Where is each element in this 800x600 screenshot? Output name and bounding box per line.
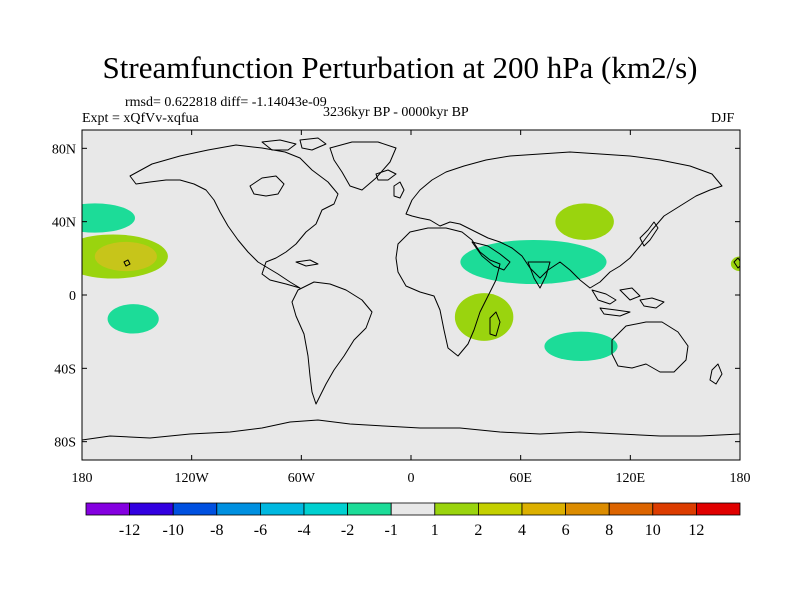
lon-tick-label: 60W: [288, 471, 316, 486]
anomaly-south-pacific-negative: [107, 304, 159, 334]
colorbar-label: 1: [431, 522, 439, 539]
colorbar-box: [652, 502, 697, 516]
lat-tick-label: 80S: [54, 436, 76, 451]
colorbar-box: [434, 502, 479, 516]
season-label: DJF: [711, 111, 735, 126]
lat-tick-label: 80N: [52, 142, 76, 157]
colorbar-box: [608, 502, 654, 516]
colorbar-box: [347, 502, 392, 516]
lat-tick-label: 40S: [54, 362, 76, 377]
colorbar: -12 -10 -8 -6 -4 -2 -1 1 2 4 6 8 10 12: [85, 502, 741, 539]
lon-tick-label: 60E: [509, 471, 532, 486]
anomaly-central-asia-positive: [555, 203, 614, 241]
colorbar-label: 8: [605, 522, 613, 539]
stats-text: rmsd= 0.622818 diff= -1.14043e-09: [125, 95, 327, 110]
colorbar-label: 4: [518, 522, 526, 539]
colorbar-label: -12: [119, 522, 140, 539]
colorbar-label: -8: [210, 522, 223, 539]
colorbar-box: [129, 502, 174, 516]
colorbar-box: [477, 502, 523, 516]
colorbar-label: 10: [645, 522, 661, 539]
colorbar-box: [216, 502, 261, 516]
colorbar-box: [172, 502, 218, 516]
period-label: 3236kyr BP - 0000kyr BP: [323, 105, 469, 120]
colorbar-label: 6: [562, 522, 570, 539]
colorbar-label: -10: [163, 522, 184, 539]
colorbar-label: -6: [254, 522, 267, 539]
experiment-label: Expt = xQfVv-xqfua: [82, 111, 199, 126]
colorbar-label: -4: [297, 522, 310, 539]
lat-tick-label: 0: [69, 289, 76, 304]
colorbar-box: [521, 502, 566, 516]
colorbar-box: [85, 502, 130, 516]
lon-tick-label: 180: [730, 471, 751, 486]
colorbar-box: [390, 502, 436, 516]
colorbar-box: [565, 502, 610, 516]
map-title: Streamfunction Perturbation at 200 hPa (…: [102, 50, 698, 85]
colorbar-label: -1: [385, 522, 398, 539]
axis-ticks: 180 120W 60W 0 60E 120E 180 80N 40N 0 40S 80S: [52, 130, 751, 486]
anomaly-southern-indian-negative: [544, 331, 618, 362]
lat-tick-label: 40N: [52, 216, 76, 231]
colorbar-label: -2: [341, 522, 354, 539]
lon-tick-label: 120W: [175, 471, 210, 486]
anomaly-central-pacific-positive-core: [94, 241, 157, 272]
lon-tick-label: 0: [408, 471, 415, 486]
colorbar-label: 12: [688, 522, 704, 539]
lon-tick-label: 120E: [616, 471, 646, 486]
anomaly-north-pacific-negative: [82, 203, 135, 233]
colorbar-label: 2: [474, 522, 482, 539]
map-background: [82, 130, 740, 460]
colorbar-box: [696, 502, 741, 516]
colorbar-box: [259, 502, 305, 516]
colorbar-box: [303, 502, 348, 516]
coastlines: [82, 137, 740, 441]
lon-tick-label: 180: [72, 471, 93, 486]
anomaly-africa-positive: [454, 293, 514, 341]
